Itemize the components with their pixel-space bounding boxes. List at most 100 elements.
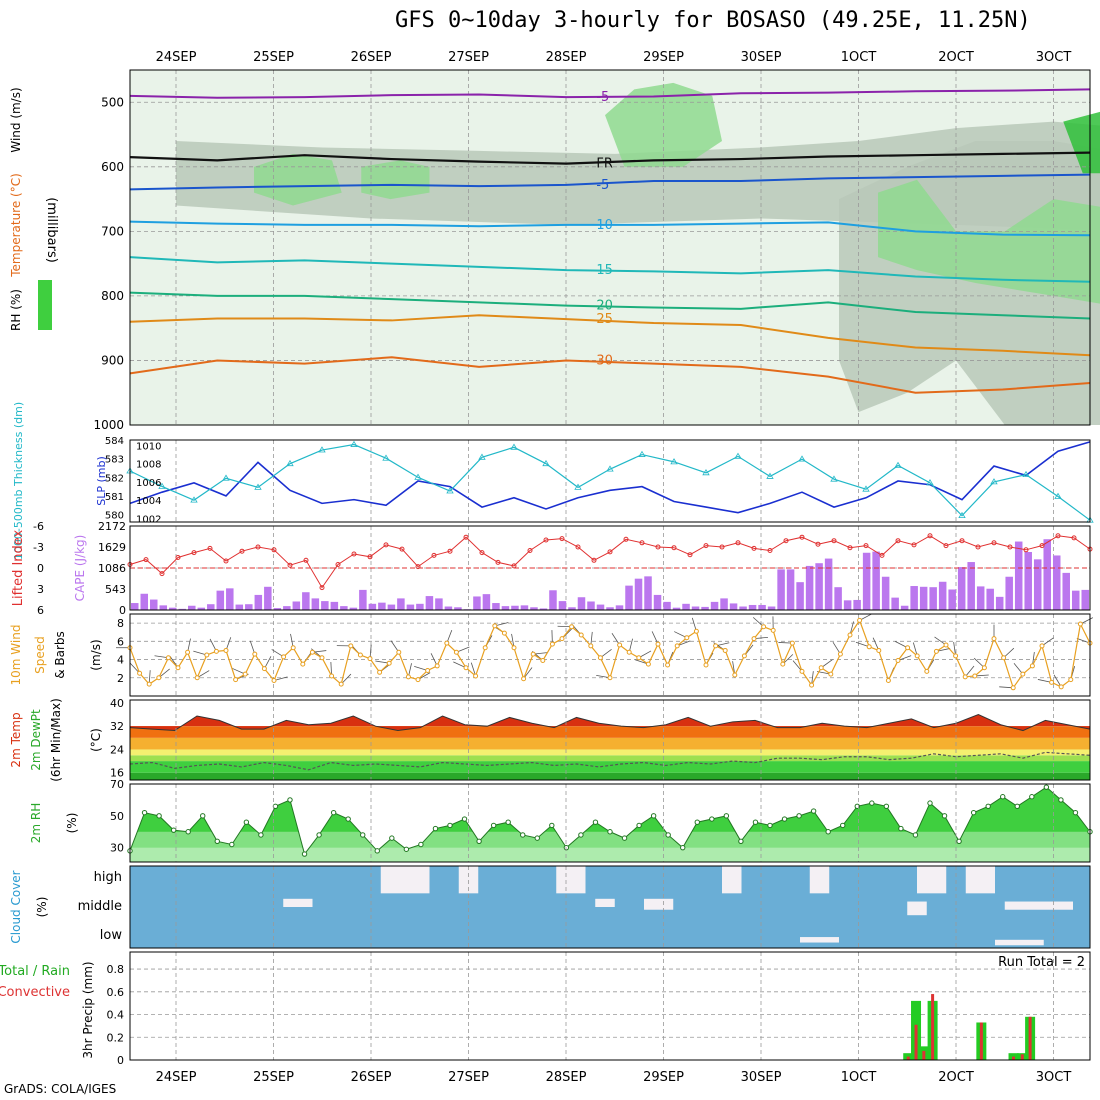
cape-bar [739, 606, 747, 610]
li-marker [511, 563, 517, 569]
rh-marker [636, 822, 642, 829]
cape-bar [340, 606, 348, 610]
cape-bar [786, 569, 795, 610]
cape-bar [1062, 572, 1070, 610]
li-marker [991, 540, 997, 546]
cape-bar [948, 589, 956, 610]
cape-frame [129, 525, 1091, 611]
li-marker [735, 540, 741, 546]
pressure-axis-label: (millibars) [44, 197, 59, 263]
date-label-top: 29SEP [643, 50, 684, 65]
cape-bar [1052, 555, 1061, 610]
wind-marker [1068, 677, 1074, 683]
date-label-bottom: 24SEP [156, 1070, 197, 1085]
rh-marker [869, 800, 875, 806]
wind-marker [1020, 671, 1026, 677]
isotherm-line [129, 356, 1091, 394]
rh-marker [432, 825, 439, 832]
li-marker [1007, 544, 1013, 550]
rh-marker [621, 835, 628, 841]
rh-marker [752, 819, 759, 825]
wind-marker [914, 653, 920, 659]
rh-marker [345, 816, 351, 822]
rh-marker [840, 822, 846, 829]
cape-bar [853, 599, 861, 610]
cape-bar [663, 601, 671, 610]
cape-bar [131, 603, 139, 610]
li-marker [863, 543, 869, 549]
wind-marker [885, 678, 891, 684]
wind-marker [722, 647, 728, 653]
cape-bar [558, 601, 567, 610]
wind-marker [713, 643, 719, 649]
slp-marker [318, 446, 326, 453]
cloud-clear-patch [1004, 901, 1073, 910]
slp-marker [542, 459, 550, 467]
cape-bar [900, 605, 909, 610]
isotherm-line [129, 220, 1091, 237]
cape-bar [302, 592, 310, 610]
cape-bar [482, 594, 491, 610]
wind-marker [645, 661, 651, 667]
rh-marker [578, 832, 584, 838]
wind-marker [261, 666, 267, 672]
rh-marker [214, 838, 220, 845]
rh-label-2: (%) [65, 813, 79, 834]
rh-marker [447, 822, 453, 829]
precip-conv-bar [914, 1024, 918, 1060]
wind-marker [981, 665, 987, 671]
temp-tick: 16 [110, 767, 124, 780]
li-marker [847, 545, 853, 551]
cape-bar [929, 587, 937, 610]
rh-marker [520, 832, 526, 838]
rh-marker [461, 816, 468, 822]
cloud-level-low: low [100, 928, 123, 943]
wind-marker [607, 675, 613, 681]
thickness-frame [129, 439, 1091, 523]
cape-bar [815, 563, 823, 610]
cape-bar [682, 603, 690, 610]
isotherm-label: 15 [596, 263, 613, 278]
wind-side-label: Wind (m/s) [9, 87, 23, 152]
li-marker [543, 537, 549, 543]
wind-label-1: 10m Wind [9, 625, 23, 686]
wind-marker [415, 677, 421, 683]
cape-bar [691, 606, 700, 610]
rh-green-upper [605, 82, 722, 167]
wind-marker [684, 635, 690, 641]
cloud-clear-patch [722, 866, 742, 894]
slp-marker [1054, 492, 1062, 499]
cape-axis-label: CAPE (J/kg) [73, 535, 87, 602]
isotherm-label: 30 [596, 353, 613, 368]
cape-bar [444, 606, 453, 610]
cape-bar [872, 551, 880, 610]
wind-marker [549, 641, 555, 647]
cape-bar [1033, 559, 1042, 610]
isotherm-label: 10 [596, 218, 613, 233]
cape-bar [473, 596, 481, 610]
cloud-clear-patch [458, 866, 479, 894]
rh-marker [665, 832, 671, 838]
slp-marker [414, 473, 422, 480]
slp-marker [766, 472, 774, 479]
li-marker [447, 548, 453, 554]
wind-marker [329, 673, 335, 679]
wind-marker [655, 641, 661, 647]
wind-marker [1049, 679, 1055, 685]
slp-marker [894, 461, 902, 468]
rh-marker [709, 816, 715, 822]
cape-bar [539, 608, 548, 610]
temp-band [130, 749, 1090, 756]
rh-marker [1043, 784, 1050, 790]
slp-marker [382, 454, 390, 461]
wind-marker [943, 642, 949, 648]
slp-marker [606, 465, 614, 472]
cape-bar [919, 586, 928, 610]
slp-tick: 1010 [136, 441, 161, 452]
precip-conv-bar [979, 1022, 983, 1060]
rh-marker [1000, 794, 1006, 800]
cape-bar [311, 598, 320, 610]
rh-marker [1029, 794, 1035, 800]
cape-bar [881, 576, 890, 610]
date-label-bottom: 30SEP [741, 1070, 782, 1085]
